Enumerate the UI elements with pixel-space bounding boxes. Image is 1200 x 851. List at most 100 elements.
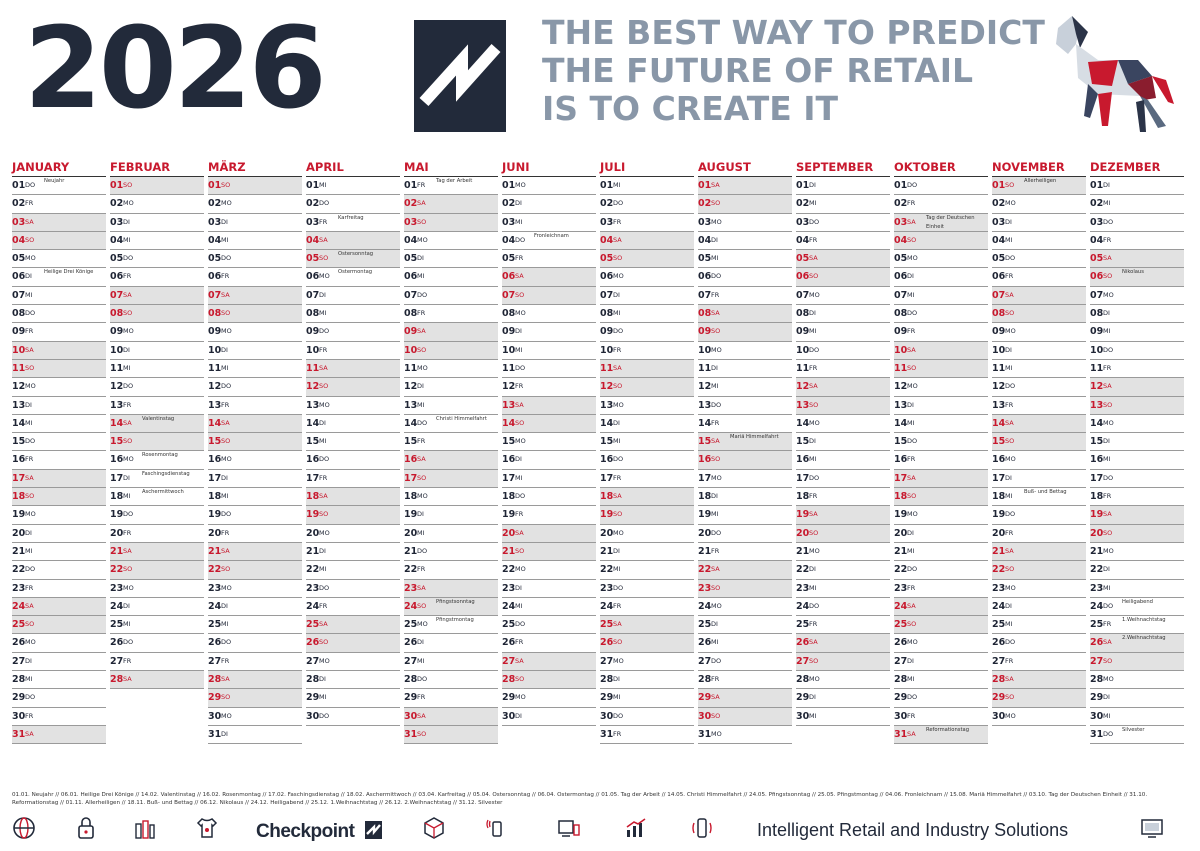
day-number: 31 bbox=[208, 728, 222, 740]
weekday-label: MI bbox=[319, 309, 327, 318]
day-row: 23MO bbox=[992, 580, 1086, 598]
day-row: 06FR bbox=[110, 268, 204, 287]
devices-icon bbox=[558, 820, 580, 837]
day-row: 26MO bbox=[12, 634, 106, 653]
day-row: 13FR bbox=[208, 397, 302, 415]
day-number: 18 bbox=[208, 491, 222, 503]
weekday-label: SA bbox=[1103, 638, 1112, 647]
day-row: 29MI bbox=[600, 689, 694, 708]
day-row: 29SA bbox=[698, 689, 792, 708]
brand-name: Checkpoint bbox=[256, 821, 355, 842]
day-row: 14MI bbox=[894, 415, 988, 434]
weekday-label: SO bbox=[221, 309, 231, 318]
holiday-label: 1.Weihnachtstag bbox=[1122, 617, 1166, 624]
weekday-label: MI bbox=[613, 437, 621, 446]
day-number: 07 bbox=[796, 289, 810, 301]
weekday-label: FR bbox=[123, 272, 132, 281]
day-row: 11MO bbox=[404, 360, 498, 379]
weekday-label: MO bbox=[1103, 290, 1114, 299]
weekday-label: SA bbox=[809, 382, 818, 391]
day-row: 17FR bbox=[600, 470, 694, 489]
day-number: 12 bbox=[110, 381, 124, 393]
day-number: 30 bbox=[796, 710, 810, 722]
day-row: 05MO bbox=[12, 250, 106, 269]
day-row: 15SO bbox=[992, 433, 1086, 452]
weekday-label: DO bbox=[221, 638, 232, 647]
day-row: 04MI bbox=[208, 232, 302, 251]
day-row: 11FR bbox=[1090, 360, 1184, 379]
day-row: 08SA bbox=[698, 305, 792, 324]
day-number: 21 bbox=[600, 545, 614, 557]
day-number: 01 bbox=[12, 180, 26, 191]
weekday-label: FR bbox=[1103, 492, 1112, 501]
holiday-label: Mariä Himmelfahrt bbox=[730, 434, 779, 441]
day-row: 04MI bbox=[992, 232, 1086, 251]
day-number: 28 bbox=[698, 674, 712, 686]
weekday-label: SA bbox=[515, 400, 524, 409]
day-row: 31SA Reformationstag bbox=[894, 725, 988, 745]
day-row: 02MO bbox=[992, 195, 1086, 214]
day-row: 24FR bbox=[306, 598, 400, 617]
day-number: 07 bbox=[110, 289, 124, 301]
weekday-label: MI bbox=[711, 254, 719, 263]
day-number: 11 bbox=[404, 362, 418, 374]
weekday-label: SO bbox=[1005, 437, 1015, 446]
weekday-label: MO bbox=[1103, 675, 1114, 684]
day-row: 03FR Karfreitag bbox=[306, 214, 400, 232]
weekday-label: SA bbox=[809, 254, 818, 263]
weekday-label: MI bbox=[319, 437, 327, 446]
weekday-label: DO bbox=[809, 601, 820, 610]
day-row: 18FR bbox=[796, 488, 890, 507]
day-row: 08SO bbox=[208, 305, 302, 324]
day-row: 15SA Mariä Himmelfahrt bbox=[698, 433, 792, 452]
weekday-label: DO bbox=[417, 675, 428, 684]
day-row: 04SO bbox=[12, 231, 106, 251]
day-row: 31SA bbox=[12, 725, 106, 745]
day-row: 22MO bbox=[502, 561, 596, 580]
day-row: 16MI bbox=[796, 451, 890, 470]
day-number: 16 bbox=[208, 454, 222, 466]
day-row: 20SA bbox=[502, 524, 596, 543]
holiday-label: Valentinstag bbox=[142, 415, 175, 422]
day-row: 05DO bbox=[110, 250, 204, 269]
day-row: 10MI bbox=[502, 342, 596, 360]
day-number: 01 bbox=[404, 180, 418, 191]
weekday-label: MI bbox=[417, 272, 425, 281]
month-name: FEBRUAR bbox=[110, 158, 204, 177]
day-row: 29DO bbox=[894, 689, 988, 708]
weekday-label: SA bbox=[711, 693, 720, 702]
weekday-label: DO bbox=[1005, 254, 1016, 263]
weekday-label: DI bbox=[711, 363, 718, 372]
day-number: 22 bbox=[110, 564, 124, 576]
day-number: 30 bbox=[306, 710, 320, 722]
day-number: 04 bbox=[796, 234, 810, 246]
weekday-label: SA bbox=[711, 309, 720, 318]
day-row: 21FR bbox=[698, 543, 792, 562]
day-row: 25DI bbox=[698, 616, 792, 635]
day-row: 21MO bbox=[1090, 543, 1184, 562]
weekday-label: MI bbox=[907, 418, 915, 427]
day-number: 21 bbox=[208, 545, 222, 557]
weekday-label: DI bbox=[515, 711, 522, 720]
day-number: 09 bbox=[306, 326, 320, 338]
day-row: 20MO bbox=[600, 525, 694, 543]
day-number: 03 bbox=[306, 216, 320, 228]
day-row: 26SO bbox=[306, 634, 400, 653]
day-number: 06 bbox=[698, 271, 712, 283]
holiday-label: Silvester bbox=[1122, 726, 1145, 733]
day-row: 01FR Tag der Arbeit bbox=[404, 177, 498, 196]
day-number: 26 bbox=[404, 637, 418, 649]
day-number: 14 bbox=[1090, 417, 1104, 429]
month-column: NOVEMBER 01SO Allerheiligen 02MO 03DI 04MI 05D… bbox=[992, 158, 1086, 726]
weekday-label: DI bbox=[221, 217, 228, 226]
day-row: 12MO bbox=[894, 378, 988, 397]
day-number: 23 bbox=[306, 582, 320, 594]
rfid-hand-icon bbox=[486, 819, 502, 837]
day-number: 23 bbox=[110, 582, 124, 594]
weekday-label: DO bbox=[123, 638, 134, 647]
day-row: 17MI bbox=[502, 470, 596, 489]
day-number: 12 bbox=[894, 381, 908, 393]
weekday-label: DO bbox=[515, 363, 526, 372]
holiday-label: Ostersonntag bbox=[338, 251, 374, 258]
day-number: 07 bbox=[698, 289, 712, 301]
